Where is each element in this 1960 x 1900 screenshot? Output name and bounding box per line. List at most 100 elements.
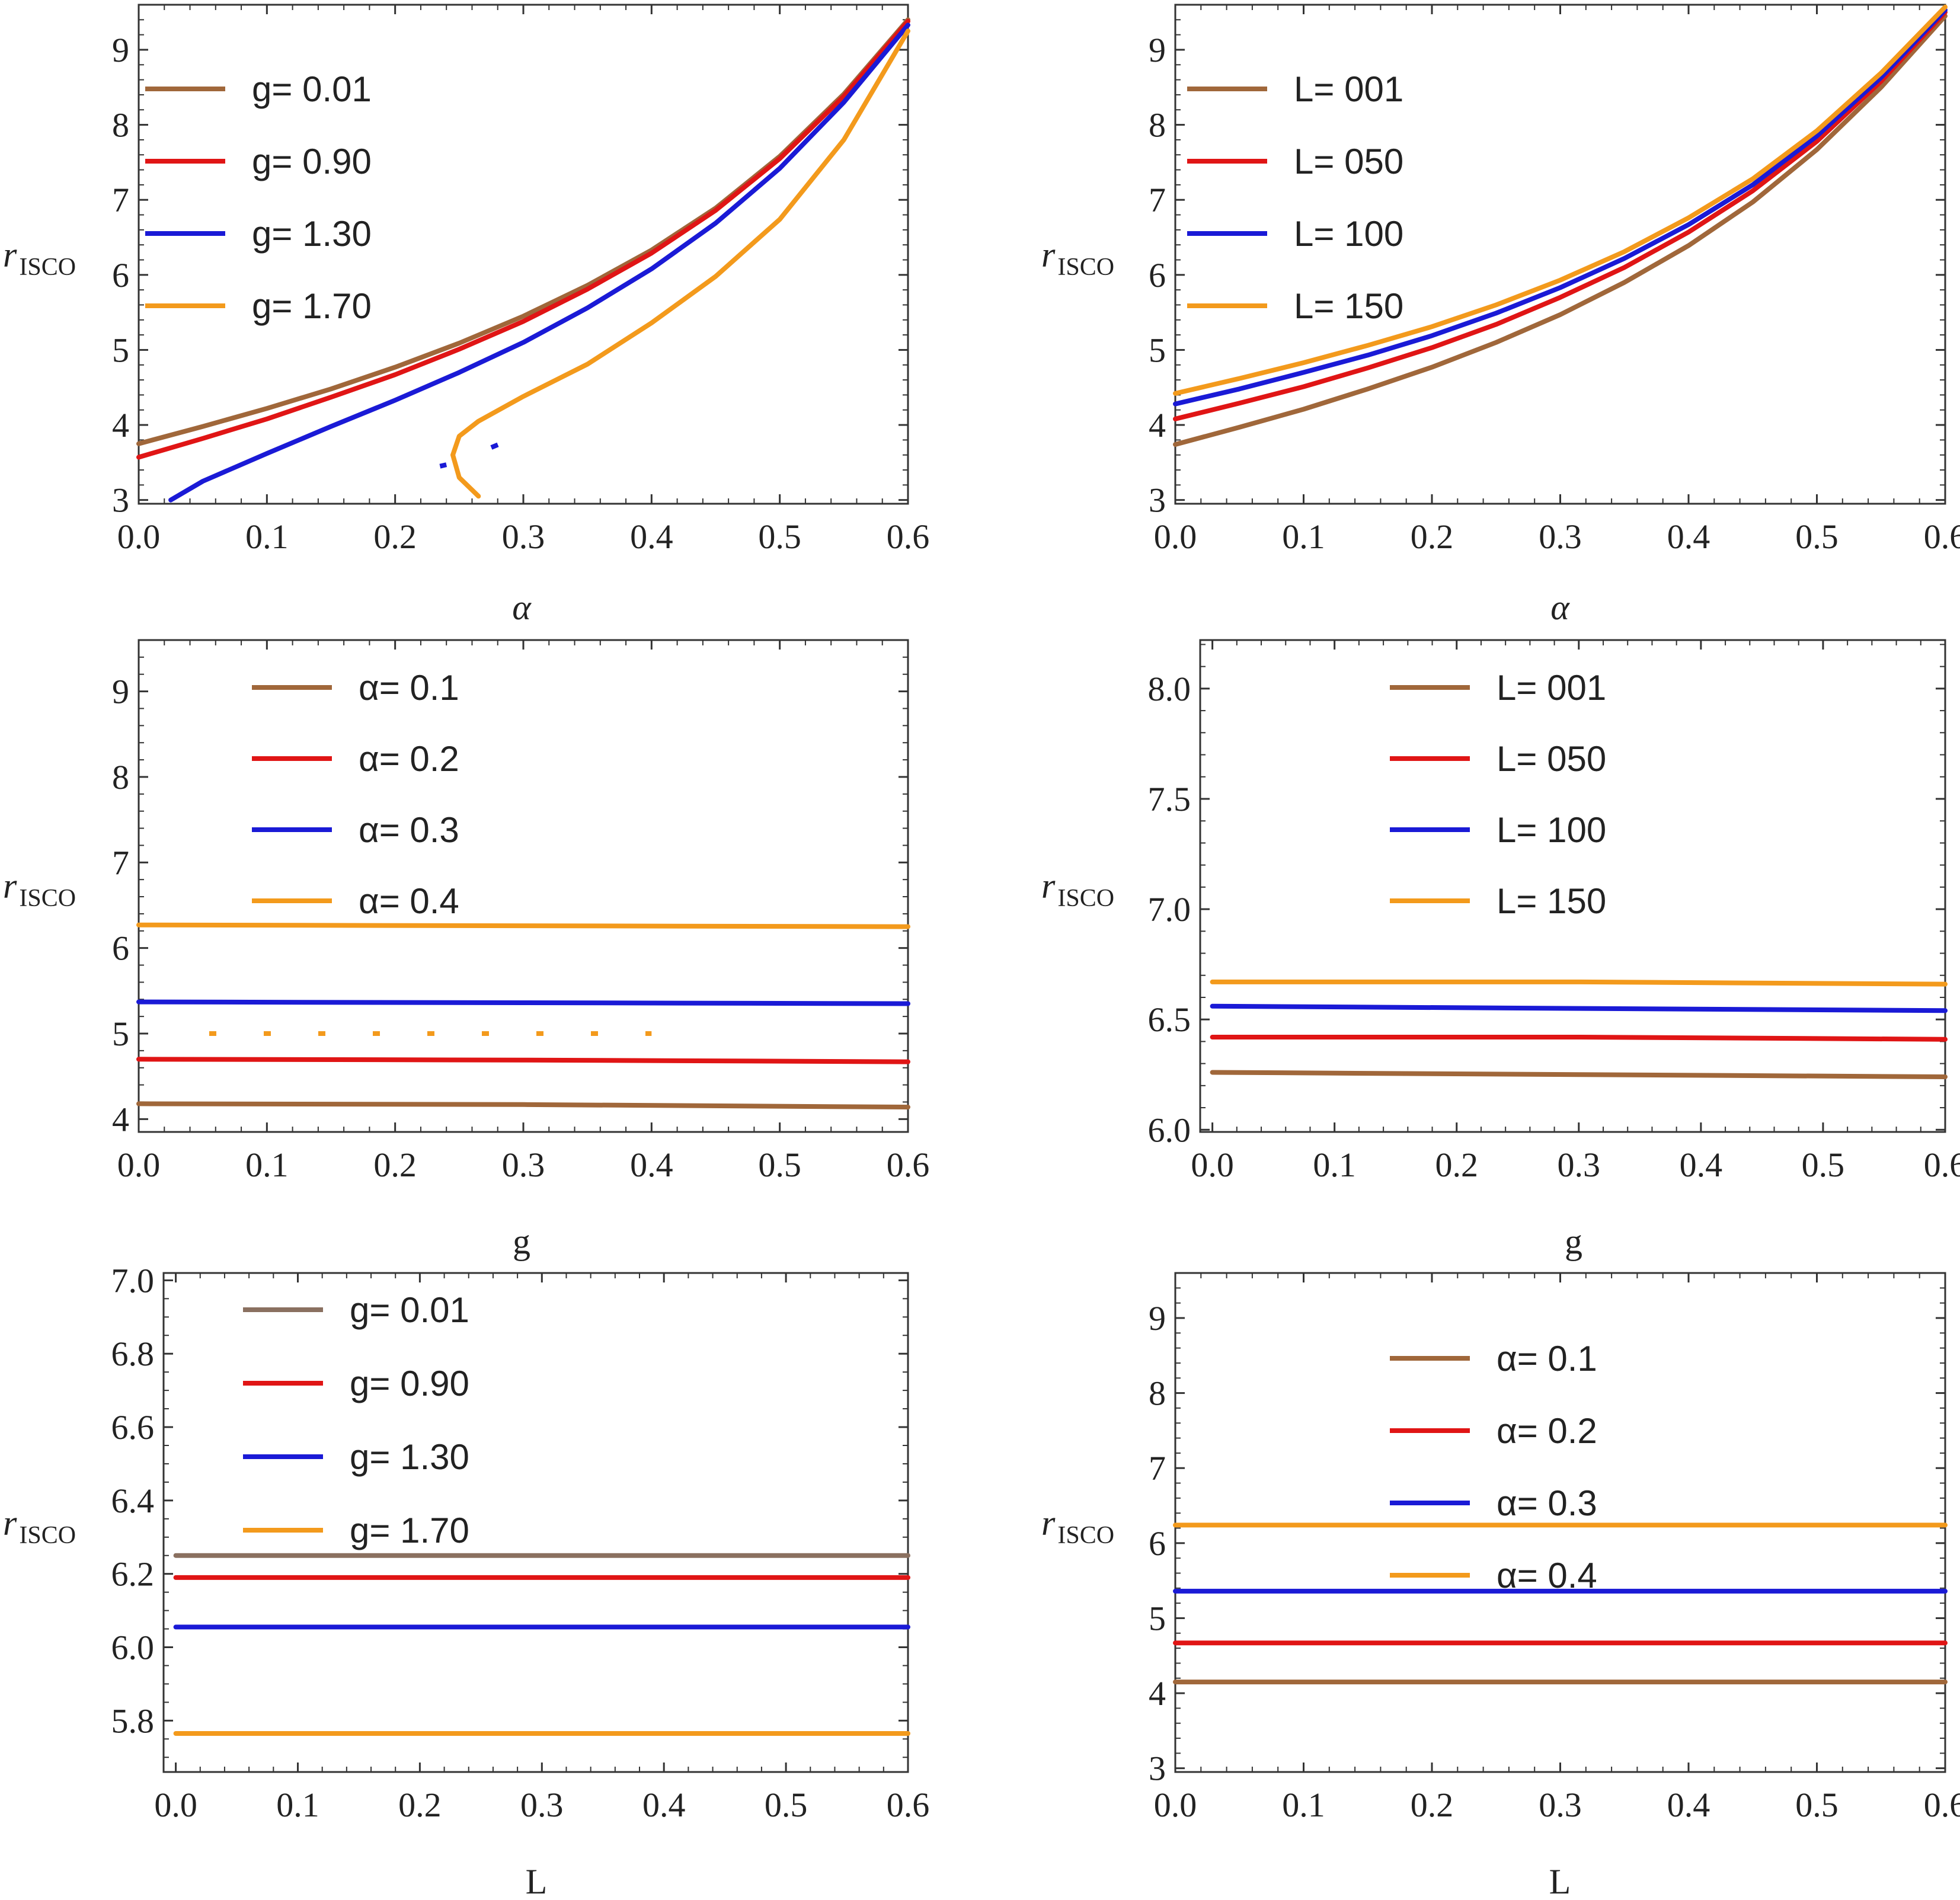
x-tick-label: 0.5 [765,1786,808,1824]
x-tick-label: 0.4 [642,1786,686,1824]
series-line [1210,1070,1948,1079]
y-tick-label: 6.5 [1148,1000,1191,1039]
y-tick-label: 9 [112,673,129,711]
x-tick-label: 0.4 [1667,517,1710,556]
legend-label: α= 0.3 [359,810,459,850]
x-tick-label: 0.5 [1795,1786,1839,1824]
series-line [1210,979,1948,987]
y-tick-label: 6 [112,256,129,295]
legend-label: α= 0.4 [359,881,459,921]
legend-label: L= 100 [1497,810,1606,850]
x-tick-label: 0.4 [1667,1786,1710,1824]
y-tick-label: 7.5 [1148,780,1191,818]
x-tick-label: 0.1 [245,517,289,556]
x-tick-label: 0.0 [1191,1146,1234,1184]
x-tick-label: 0.0 [1154,1786,1197,1824]
legend-label: g= 0.01 [252,69,372,109]
y-axis-label: rISCO [3,866,76,912]
y-tick-label: 6.6 [111,1408,155,1447]
x-axis-label: g [1565,1222,1582,1261]
plot-frame [162,1272,909,1773]
y-tick-label: 6.0 [111,1629,155,1667]
y-tick-label: 5 [112,1015,129,1053]
x-axis-label: g [513,1222,530,1261]
panel-g-L: 0.0 0.1 0.2 0.3 0.4 0.5 0.6 6.0 6.5 7.0 7.5 8.0 g rIS… [1041,639,1960,1261]
y-tick-label: 9 [1149,31,1166,69]
legend-label: α= 0.2 [359,739,459,779]
y-tick-label: 7 [1149,181,1166,219]
y-axis-label: rISCO [3,1504,76,1549]
series-line [1173,9,1948,421]
legend-label: α= 0.3 [1497,1483,1597,1523]
y-tick-label: 6 [1149,1524,1166,1563]
legend-label: g= 1.30 [252,214,372,254]
y-tick-label: 6.0 [1148,1111,1191,1149]
x-tick-label: 0.1 [245,1146,289,1184]
x-tick-label: 0.3 [502,1146,545,1184]
y-tick-label: 3 [112,481,129,520]
x-axis-label: α [1550,588,1570,627]
x-axis-label: α [512,588,532,627]
x-tick-label: 0.6 [1924,1786,1960,1824]
x-tick-label: 0.5 [758,517,801,556]
x-tick-label: 0.6 [887,517,930,556]
series-line [168,23,910,503]
x-tick-label: 0.2 [1411,517,1454,556]
panel-alpha-g: 0.0 0.1 0.2 0.3 0.4 0.5 0.6 3 4 5 6 7 8 9 α rISCO g= 0.0… [3,4,930,627]
y-tick-label: 4 [112,406,129,444]
series-line [136,1101,910,1110]
series-line [1210,1035,1948,1042]
x-tick-label: 0.2 [373,1146,417,1184]
x-axis-label: L [1549,1862,1571,1900]
y-tick-label: 6 [1149,256,1166,295]
legend-label: L= 001 [1497,668,1606,708]
series-line [1210,1003,1948,1013]
x-tick-label: 0.0 [117,517,161,556]
legend-label: g= 1.70 [350,1511,469,1550]
legend-label: L= 001 [1294,69,1403,109]
series-line [1173,7,1948,407]
y-tick-label: 7 [1149,1449,1166,1488]
x-tick-label: 0.3 [1558,1146,1601,1184]
legend-label: L= 150 [1294,286,1403,326]
y-tick-label: 5 [112,331,129,369]
panel-g-alpha: 0.0 0.1 0.2 0.3 0.4 0.5 0.6 4 5 6 7 8 9 g rISCO α= 0.1 α… [3,639,929,1261]
y-tick-label: 8 [112,758,129,797]
legend-label: g= 0.90 [350,1364,469,1403]
x-tick-label: 0.1 [1282,1786,1325,1824]
y-axis-label: rISCO [1041,1504,1114,1549]
legend-label: α= 0.2 [1497,1411,1597,1451]
legend-label: g= 0.01 [350,1290,469,1330]
x-tick-label: 0.4 [630,517,673,556]
x-tick-label: 0.5 [1795,517,1839,556]
y-tick-label: 8.0 [1148,670,1191,708]
y-axis-label: rISCO [1041,235,1114,281]
y-tick-label: 8 [1149,106,1166,145]
series-line [136,1057,910,1064]
y-tick-label: 6.8 [111,1335,155,1373]
y-tick-label: 6.2 [111,1555,155,1594]
x-tick-label: 0.6 [887,1786,930,1824]
y-tick-label: 7 [112,843,129,882]
x-tick-label: 0.4 [1680,1146,1723,1184]
legend-label: L= 050 [1294,142,1403,181]
legend-label: α= 0.1 [359,668,459,708]
x-tick-label: 0.5 [758,1146,801,1184]
y-tick-label: 5 [1149,1599,1166,1637]
y-tick-label: 9 [112,31,129,69]
x-tick-label: 0.1 [276,1786,319,1824]
x-tick-label: 0.2 [373,517,417,556]
x-tick-label: 0.1 [1313,1146,1356,1184]
legend-label: α= 0.4 [1497,1556,1597,1595]
x-tick-label: 0.4 [630,1146,673,1184]
x-tick-label: 0.6 [1924,1146,1960,1184]
plot-frame [1199,639,1946,1133]
y-tick-label: 3 [1149,481,1166,520]
dotted-mark [439,462,447,469]
x-tick-label: 0.3 [502,517,545,556]
y-tick-label: 8 [112,106,129,145]
x-tick-label: 0.5 [1802,1146,1845,1184]
y-tick-label: 6 [112,929,129,968]
